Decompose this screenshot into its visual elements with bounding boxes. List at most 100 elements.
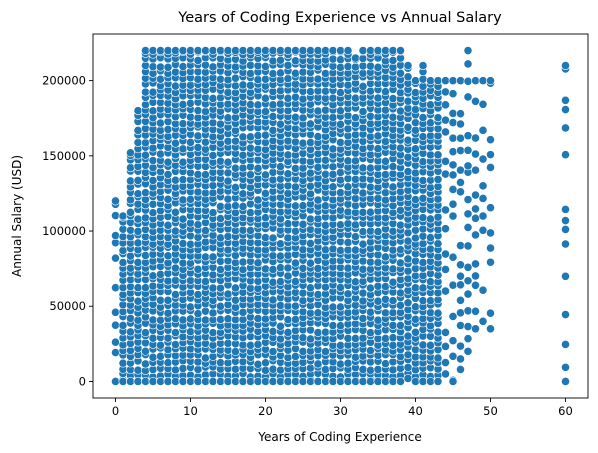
data-point bbox=[463, 306, 473, 316]
data-point bbox=[238, 202, 248, 211]
data-point bbox=[381, 308, 390, 318]
data-point bbox=[328, 144, 338, 154]
data-point bbox=[111, 377, 120, 386]
data-point bbox=[343, 289, 353, 299]
data-point bbox=[403, 374, 413, 383]
data-point bbox=[216, 201, 225, 211]
data-point bbox=[171, 175, 180, 185]
data-point bbox=[388, 277, 398, 287]
data-point bbox=[291, 277, 300, 286]
data-point bbox=[463, 334, 473, 344]
data-point bbox=[246, 60, 255, 70]
data-point bbox=[561, 123, 570, 133]
data-point bbox=[223, 136, 233, 146]
data-point bbox=[478, 181, 488, 191]
data-point bbox=[231, 182, 240, 192]
data-point bbox=[463, 76, 473, 86]
data-point bbox=[171, 263, 180, 273]
data-point bbox=[373, 365, 383, 374]
data-point bbox=[118, 358, 128, 368]
data-point bbox=[171, 67, 180, 77]
data-point bbox=[388, 94, 398, 104]
data-point bbox=[178, 119, 188, 129]
data-point bbox=[118, 258, 128, 267]
data-point bbox=[133, 189, 143, 199]
data-point bbox=[403, 167, 413, 176]
data-point bbox=[411, 105, 420, 114]
data-point bbox=[216, 377, 225, 386]
data-point bbox=[118, 377, 128, 386]
data-point bbox=[388, 321, 398, 330]
data-point bbox=[441, 156, 450, 166]
data-point bbox=[448, 336, 458, 346]
data-point bbox=[291, 92, 300, 102]
data-point bbox=[306, 238, 315, 248]
data-point bbox=[478, 225, 488, 235]
data-point bbox=[358, 288, 368, 298]
data-point bbox=[276, 239, 285, 249]
data-point bbox=[156, 269, 165, 279]
data-point bbox=[381, 377, 390, 386]
data-point bbox=[261, 130, 270, 140]
data-point bbox=[351, 334, 360, 343]
data-point bbox=[283, 189, 293, 198]
data-point bbox=[486, 308, 495, 318]
data-point bbox=[403, 96, 413, 106]
data-point bbox=[561, 216, 570, 225]
data-point bbox=[156, 149, 165, 159]
data-point bbox=[298, 219, 308, 229]
data-point bbox=[201, 277, 210, 286]
data-point bbox=[253, 100, 263, 110]
data-point bbox=[366, 283, 375, 293]
data-point bbox=[208, 208, 218, 218]
data-point bbox=[418, 176, 428, 186]
data-point bbox=[471, 96, 480, 106]
data-point bbox=[456, 178, 465, 187]
data-point bbox=[343, 333, 353, 343]
data-point bbox=[253, 359, 263, 369]
data-point bbox=[238, 265, 248, 275]
data-point bbox=[366, 111, 375, 121]
data-point bbox=[358, 163, 368, 173]
data-point bbox=[336, 119, 345, 129]
data-point bbox=[171, 46, 180, 55]
data-point bbox=[216, 46, 225, 55]
data-point bbox=[448, 252, 458, 262]
data-point bbox=[411, 314, 420, 324]
data-point bbox=[133, 258, 143, 267]
data-point bbox=[441, 369, 450, 379]
data-point bbox=[336, 188, 345, 198]
data-point bbox=[148, 62, 158, 72]
data-point bbox=[111, 320, 120, 330]
data-point bbox=[118, 211, 128, 221]
data-point bbox=[418, 132, 428, 142]
data-point bbox=[178, 46, 188, 55]
data-point bbox=[238, 189, 248, 199]
data-point bbox=[291, 46, 300, 55]
data-point bbox=[231, 136, 240, 146]
data-point bbox=[358, 61, 368, 71]
data-point bbox=[456, 133, 465, 143]
data-point bbox=[261, 74, 270, 84]
data-point bbox=[291, 164, 300, 173]
data-point bbox=[156, 62, 165, 72]
data-point bbox=[223, 377, 233, 386]
data-point bbox=[141, 359, 150, 369]
data-point bbox=[126, 148, 135, 158]
data-point bbox=[201, 315, 210, 325]
data-point bbox=[561, 150, 570, 160]
data-point bbox=[306, 325, 315, 335]
data-point bbox=[433, 113, 443, 123]
data-point bbox=[456, 119, 465, 129]
data-point bbox=[343, 80, 353, 90]
data-point bbox=[141, 346, 150, 356]
data-point bbox=[456, 165, 465, 175]
data-point bbox=[223, 168, 233, 178]
data-point bbox=[261, 107, 270, 116]
data-point bbox=[141, 328, 150, 338]
data-point bbox=[411, 125, 420, 135]
data-point bbox=[471, 204, 480, 214]
data-point bbox=[208, 270, 218, 280]
data-point bbox=[253, 144, 263, 154]
data-point bbox=[373, 377, 383, 386]
